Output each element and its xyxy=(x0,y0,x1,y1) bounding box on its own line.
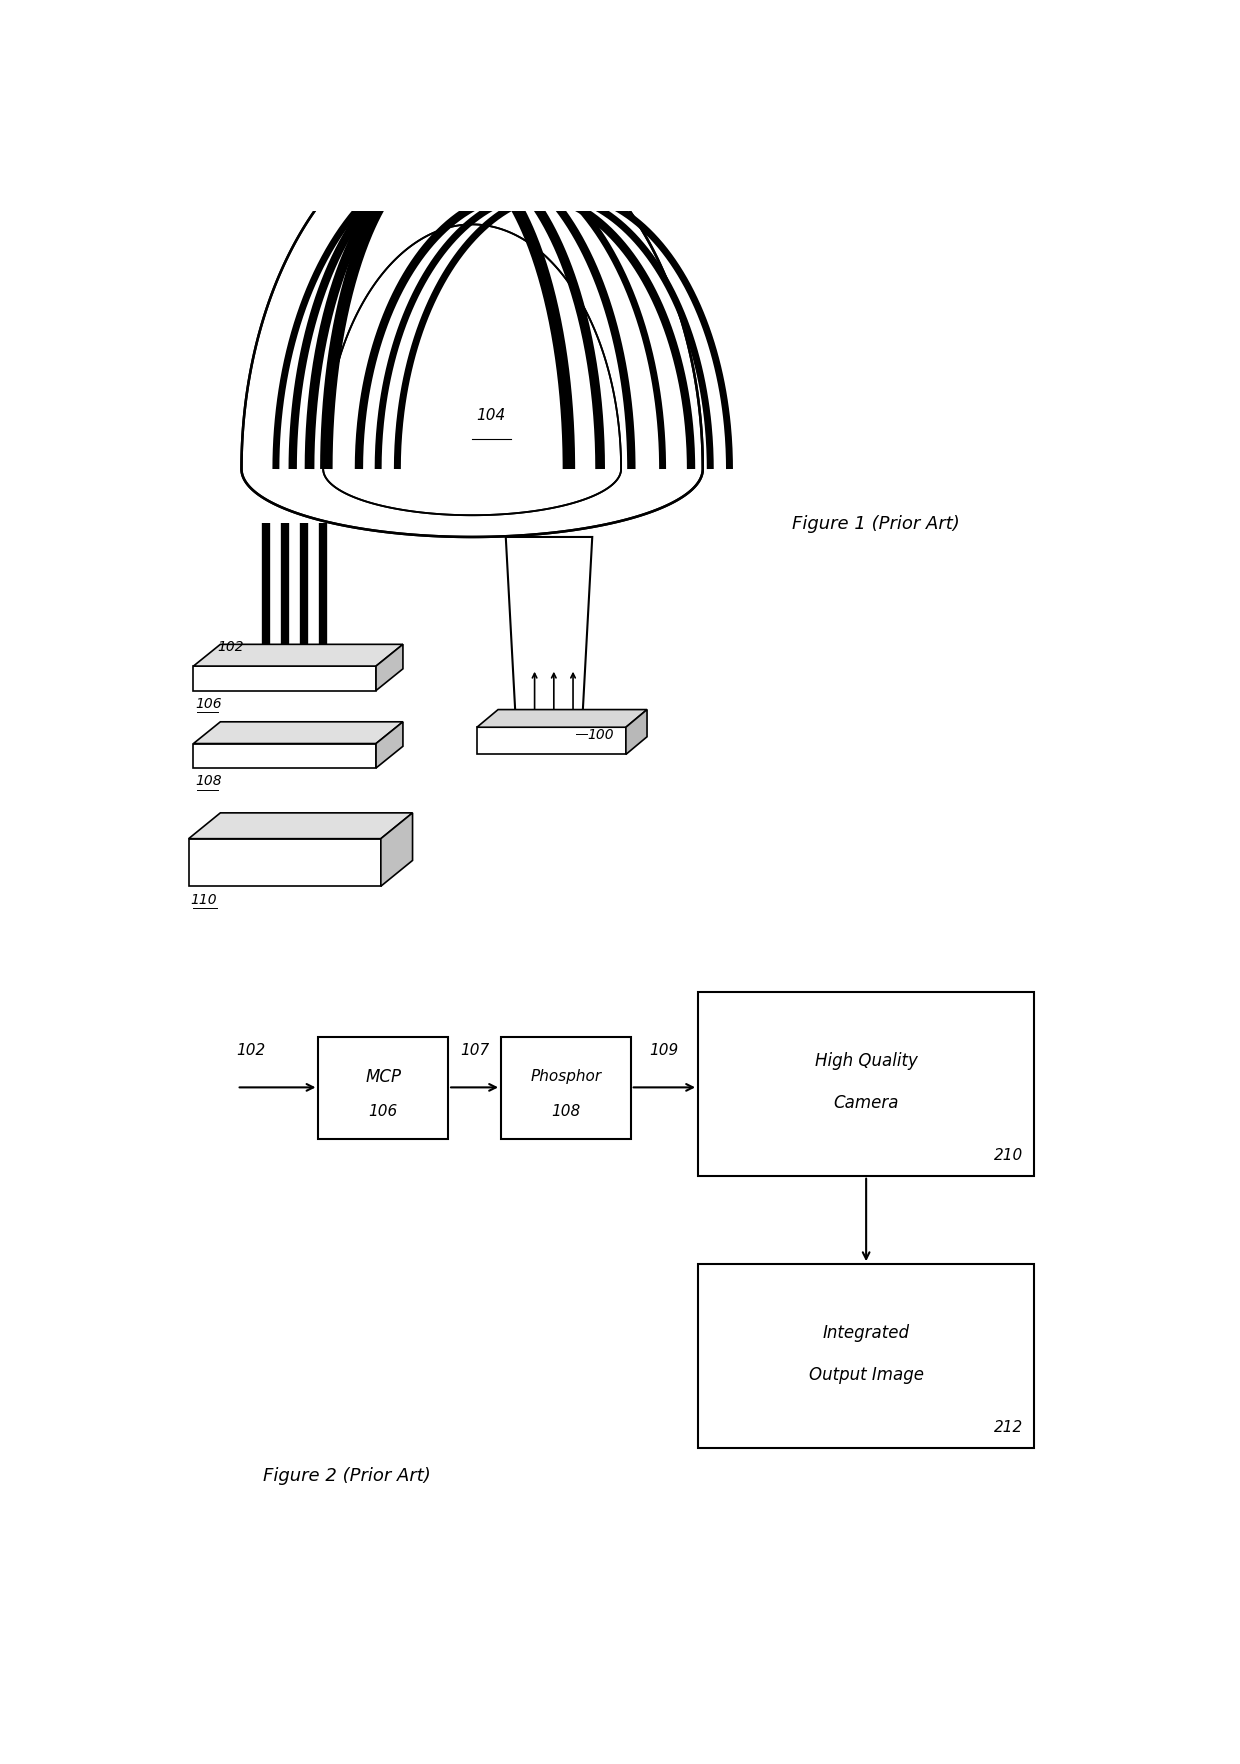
Text: Output Image: Output Image xyxy=(808,1365,924,1383)
Polygon shape xyxy=(188,840,381,887)
Polygon shape xyxy=(193,723,403,744)
Text: 102: 102 xyxy=(237,1043,265,1058)
Polygon shape xyxy=(477,729,626,755)
Text: 102: 102 xyxy=(217,639,244,653)
Polygon shape xyxy=(193,646,403,667)
Polygon shape xyxy=(324,226,621,515)
Text: Integrated: Integrated xyxy=(822,1323,910,1341)
Text: Figure 1 (Prior Art): Figure 1 (Prior Art) xyxy=(792,515,960,533)
Text: 107: 107 xyxy=(460,1043,489,1058)
Text: 106: 106 xyxy=(196,697,222,711)
Bar xyxy=(698,993,1034,1177)
Text: 106: 106 xyxy=(368,1102,398,1118)
Polygon shape xyxy=(506,538,593,714)
Text: 108: 108 xyxy=(552,1102,580,1118)
Text: 109: 109 xyxy=(650,1043,680,1058)
Text: 110: 110 xyxy=(191,893,217,907)
Text: Figure 2 (Prior Art): Figure 2 (Prior Art) xyxy=(263,1466,432,1484)
Text: 108: 108 xyxy=(196,774,222,789)
Text: Camera: Camera xyxy=(833,1094,899,1111)
Text: MCP: MCP xyxy=(366,1067,402,1085)
Bar xyxy=(319,1037,448,1140)
Text: 100: 100 xyxy=(588,727,614,741)
Polygon shape xyxy=(376,646,403,691)
Polygon shape xyxy=(381,813,413,887)
Polygon shape xyxy=(193,667,376,691)
Polygon shape xyxy=(188,813,413,840)
Bar xyxy=(698,1265,1034,1448)
Text: High Quality: High Quality xyxy=(815,1051,918,1069)
Polygon shape xyxy=(193,744,376,769)
Text: Phosphor: Phosphor xyxy=(531,1069,601,1083)
Polygon shape xyxy=(376,723,403,769)
Polygon shape xyxy=(626,711,647,755)
Text: 104: 104 xyxy=(476,407,506,423)
Polygon shape xyxy=(477,711,647,729)
Polygon shape xyxy=(242,116,703,538)
Text: 212: 212 xyxy=(993,1420,1023,1434)
Text: 210: 210 xyxy=(993,1148,1023,1162)
Bar xyxy=(501,1037,631,1140)
